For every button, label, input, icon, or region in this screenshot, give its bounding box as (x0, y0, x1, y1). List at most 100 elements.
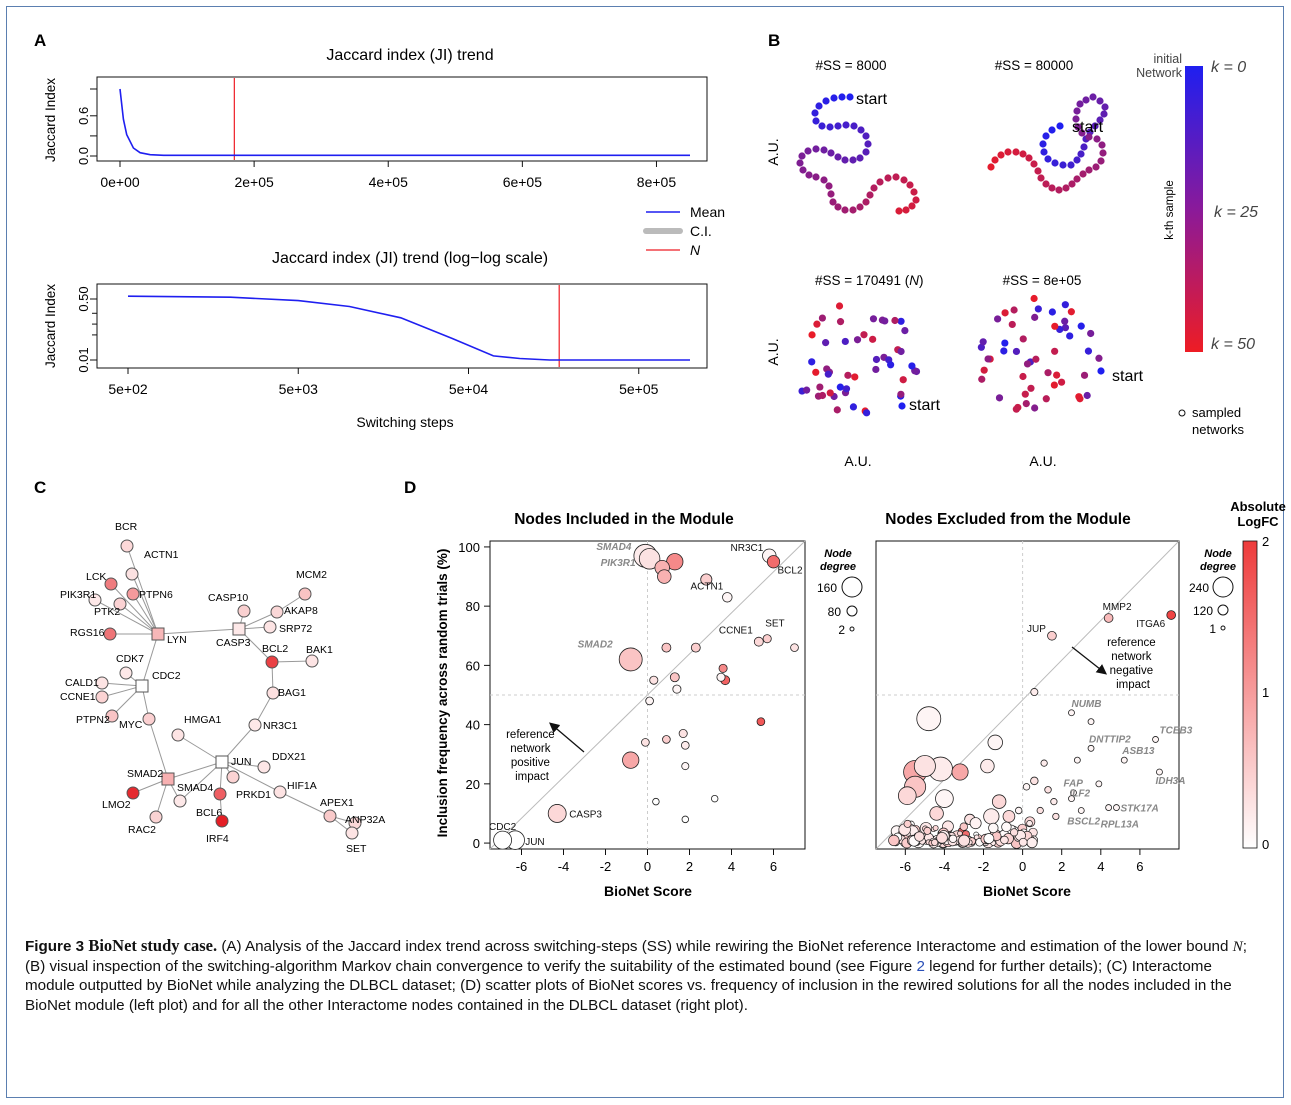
figure-2-link[interactable]: 2 (916, 957, 925, 975)
colorbar-k50: k = 50 (1211, 336, 1255, 353)
sample-dot (1050, 381, 1058, 389)
figure-frame (6, 6, 1284, 1098)
module-node-label: CALD1 (65, 677, 99, 689)
sample-dot (816, 383, 824, 391)
sample-dot (1055, 186, 1063, 194)
panelA-top-plot-box (96, 76, 708, 162)
point-label: BSCL2 (1067, 817, 1100, 828)
left-size-160 (841, 576, 863, 598)
sample-dot (1037, 174, 1045, 182)
positive-arrow (549, 722, 585, 753)
sample-dot (1089, 93, 1097, 101)
panelA-bottom-plot-box (96, 283, 708, 369)
sample-dot (1034, 305, 1042, 313)
point-label: ASB13 (1121, 746, 1155, 757)
caption-heading: BioNet study case. (88, 936, 218, 955)
sample-dot (1066, 332, 1074, 340)
left-size-160-label: 160 (817, 581, 837, 595)
sample-dot (796, 159, 804, 167)
panelD-right-axes: -6 -4 -2 0 2 4 6 (875, 540, 1180, 874)
scatter-point (987, 734, 1003, 751)
positive-note-2: network (510, 743, 551, 755)
xtick-label: 2 (1058, 859, 1065, 874)
right-size-120 (1217, 604, 1229, 616)
sample-dot (884, 174, 892, 182)
module-node-bcl6 (213, 787, 227, 801)
sample-dot (1072, 115, 1080, 123)
panelD-ylabel: Inclusion frequency across random trials… (435, 549, 450, 838)
scatter-point (711, 794, 719, 803)
scatter-point (1166, 610, 1176, 620)
scatter-point (923, 826, 932, 835)
sample-dot (850, 122, 858, 130)
point-label: CDC2 (489, 822, 517, 833)
module-node-label: BAG1 (278, 687, 306, 699)
panel-label-a: A (34, 31, 46, 50)
sample-dot (1084, 347, 1093, 355)
sample-dot (1082, 96, 1090, 104)
module-node-label: BAK1 (306, 644, 333, 656)
caption-figure-number: Figure 3 (25, 938, 85, 955)
ytick-label: 60 (466, 658, 480, 673)
scatter-point (547, 804, 567, 823)
module-node-set (345, 826, 359, 840)
sample-dot (977, 343, 985, 351)
sample-dot (846, 93, 854, 101)
point-label: JUN (525, 837, 544, 848)
panelD-right-xlabel: BioNet Score (983, 883, 1071, 899)
ytick-label: 40 (466, 718, 480, 733)
sample-dot (822, 97, 830, 105)
scatter-point (1073, 756, 1081, 764)
module-edge (179, 761, 223, 802)
sample-dot (876, 178, 884, 186)
sample-dot (901, 327, 909, 335)
scatter-point (1105, 804, 1113, 811)
xtick-label: -4 (939, 859, 951, 874)
xtick-label: 2e+05 (234, 174, 274, 190)
scatter-point (1077, 807, 1085, 814)
sample-dot (822, 339, 830, 347)
scatter-point (1087, 718, 1095, 726)
module-node-label: IRF4 (206, 833, 229, 845)
module-edge (141, 633, 159, 687)
point-label: SMAD2 (578, 639, 613, 650)
xtick-label: 4 (728, 859, 735, 874)
panel-b: B #SS = 8000 #SS = 80000 #SS = 170491 (N… (765, 31, 1258, 469)
module-edge (101, 685, 143, 698)
sample-dot (997, 151, 1005, 159)
panelA-title-top: Jaccard index (JI) trend (326, 47, 493, 64)
module-node-label: HMGA1 (184, 714, 222, 726)
sample-dot (1042, 395, 1050, 403)
sample-dot (1022, 400, 1030, 408)
sample-dot (856, 154, 864, 162)
sample-dot (1042, 180, 1050, 188)
module-node-label: RGS16 (70, 627, 105, 639)
sample-dot (808, 358, 816, 366)
sample-dot (897, 390, 905, 398)
module-edge (131, 573, 159, 635)
scatter-point (753, 636, 764, 647)
negative-impact-note: reference network negative impact (1071, 637, 1156, 691)
scatter-point (638, 548, 661, 570)
scatter-point (983, 808, 1000, 825)
sample-dot (849, 156, 857, 164)
module-node-label: CCNE1 (60, 691, 96, 703)
sample-dot (1039, 140, 1047, 148)
positive-note-4: impact (515, 771, 550, 783)
module-node-prkd1 (226, 770, 240, 784)
panelA-top-yticks: 0.0 0.6 (76, 88, 97, 165)
panelA-legend: Mean C.I. N (643, 204, 725, 258)
sample-dot (849, 403, 858, 411)
logfc-tick-1: 1 (1262, 685, 1269, 700)
panelB-title-3-main: #SS = 170491 ( (815, 273, 910, 288)
sample-dot (1030, 160, 1038, 168)
sample-dot (1073, 156, 1081, 164)
panel-label-d: D (404, 478, 416, 497)
module-node-rgs16 (103, 627, 117, 641)
sample-dot (836, 318, 845, 326)
sampled-networks-marker (1178, 409, 1186, 417)
legend-ci-label: C.I. (690, 223, 712, 239)
module-node-akap8 (270, 605, 284, 619)
xtick-label: 6e+05 (503, 174, 543, 190)
